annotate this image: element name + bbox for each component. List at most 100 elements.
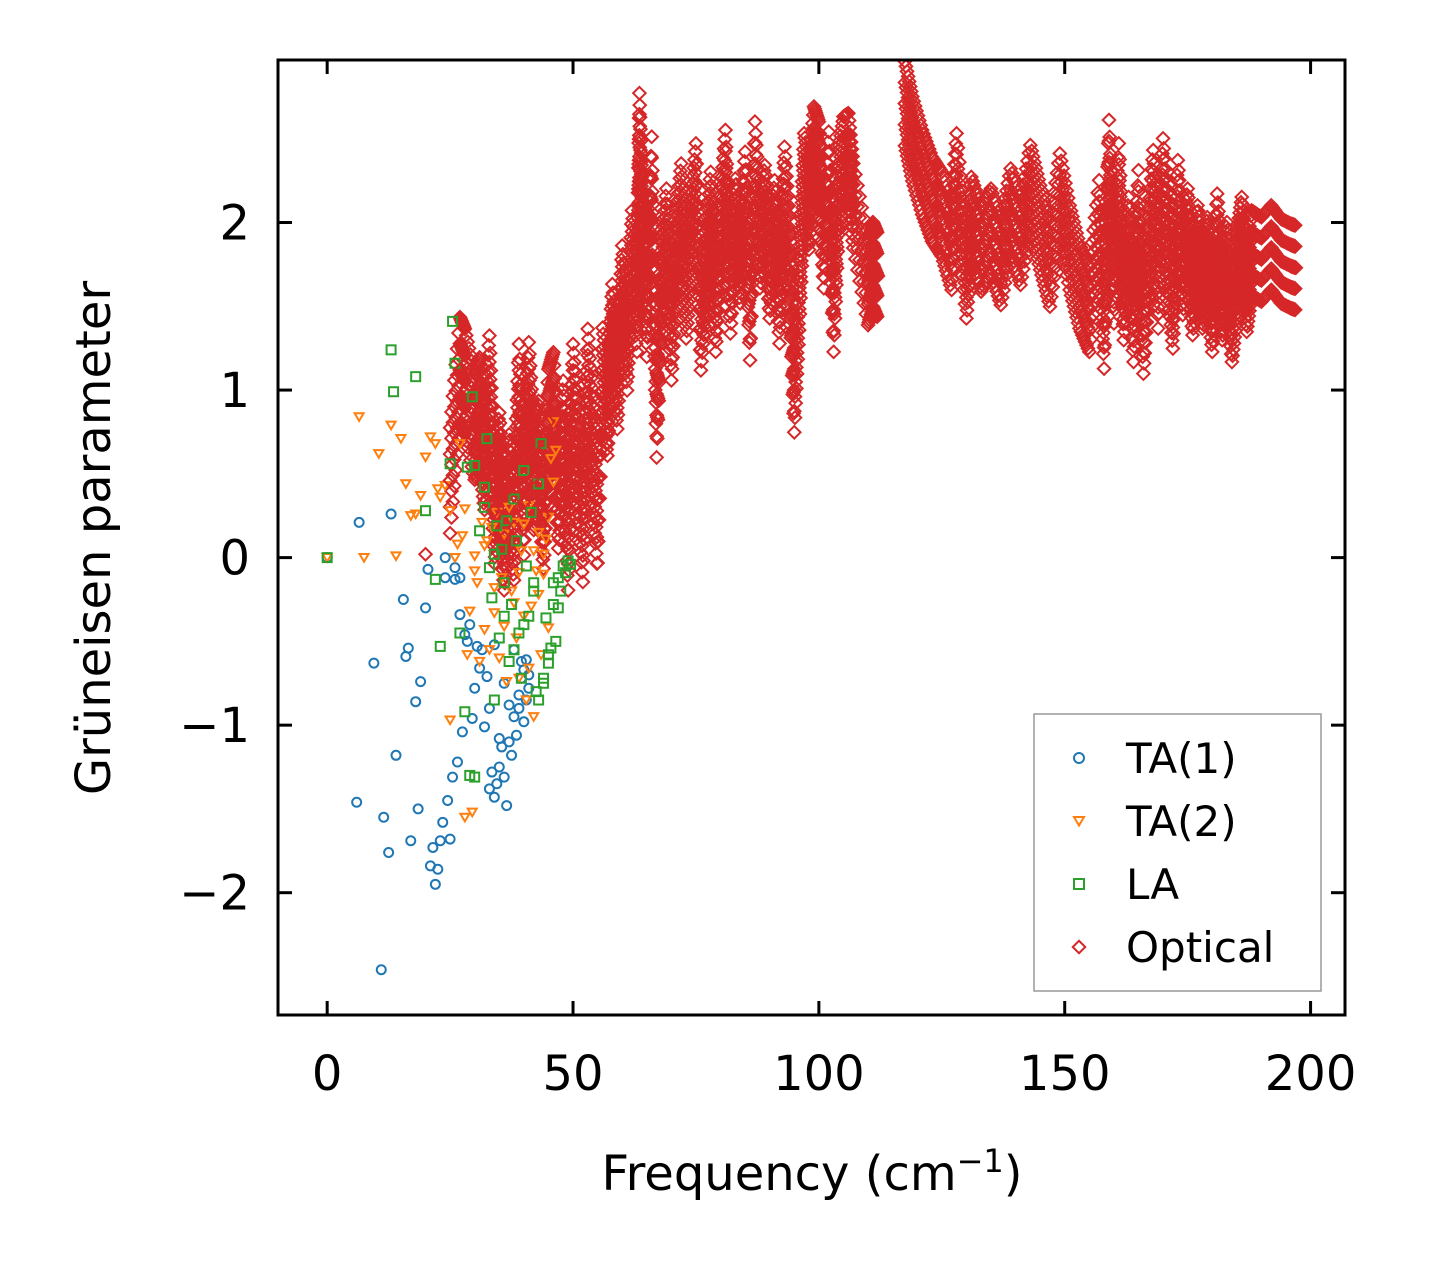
ta-1-point [422, 563, 434, 575]
ta-1-point [447, 771, 459, 783]
optical-band-point [681, 292, 698, 308]
optical-band-point [1156, 150, 1173, 167]
optical-band-point [960, 286, 977, 302]
optical-band-point [787, 410, 803, 426]
optical-band-point [649, 430, 665, 447]
optical-band-point [489, 424, 505, 440]
optical-band-point [943, 282, 960, 298]
ta-1-point [390, 749, 402, 761]
optical-band-point [679, 315, 696, 331]
optical-band-point [1137, 345, 1153, 361]
optical-band-point [1017, 253, 1033, 269]
optical-band-point [792, 290, 809, 306]
optical-band-point [829, 239, 845, 255]
optical-band-point [827, 310, 843, 327]
optical-band-point [650, 348, 666, 364]
optical-band-point [771, 335, 788, 352]
optical-band-point [994, 268, 1010, 285]
optical-band-point [1287, 238, 1303, 255]
optical-band-point [1014, 269, 1030, 285]
optical-band-point [869, 309, 885, 325]
optical-band-point [1042, 298, 1058, 315]
optical-band-point [599, 448, 616, 464]
optical-band-point [722, 325, 739, 342]
ta-1-point [464, 619, 476, 631]
optical-band-point [648, 386, 665, 402]
optical-band-point [914, 122, 930, 138]
optical-band-point [828, 256, 845, 272]
optical-band-point [580, 331, 597, 347]
optical-band-point [484, 397, 500, 414]
ta-1-point [451, 756, 463, 768]
optical-band-point [1170, 152, 1186, 168]
optical-band-point [844, 148, 861, 165]
data-points [320, 60, 1304, 976]
ta-1-point [444, 833, 456, 845]
ta-1-point [351, 796, 363, 808]
optical-band-point [1015, 240, 1031, 256]
optical-band-point [658, 188, 674, 204]
optical-band-point [841, 112, 857, 129]
optical-band-point [693, 362, 709, 378]
optical-band-point [651, 331, 668, 348]
optical-band-point [869, 287, 885, 304]
optical-band-point [1157, 160, 1173, 177]
ta-1-point [469, 682, 481, 694]
optical-band-point [1138, 324, 1154, 341]
optical-band-point [828, 234, 845, 251]
ta-1-point [486, 766, 498, 778]
optical-band-point [457, 321, 473, 337]
optical-band-point [1102, 129, 1118, 145]
optical-band-point [995, 282, 1012, 298]
optical-band-point [830, 243, 846, 259]
optical-band-point [1103, 163, 1119, 179]
optical-band-point [665, 338, 682, 354]
optical-band-point [994, 205, 1010, 221]
optical-band-point [672, 163, 689, 179]
optical-band-point [620, 369, 636, 385]
optical-band-point [918, 133, 935, 150]
optical-band-point [809, 109, 826, 126]
optical-band-point [781, 219, 797, 235]
ta-1-point [397, 593, 409, 605]
optical-band-point [588, 545, 604, 562]
optical-band-point [829, 218, 845, 234]
optical-band-point [1150, 299, 1166, 315]
optical-band-point [567, 363, 583, 379]
optical-band-point [609, 421, 625, 437]
optical-band-point [843, 134, 859, 150]
optical-band-point [1015, 261, 1031, 277]
optical-band-point [1204, 344, 1220, 360]
ta-1-point [383, 846, 395, 858]
optical-band-point [483, 362, 499, 379]
ta-1-point [442, 795, 454, 807]
optical-band-point [827, 247, 843, 263]
optical-band-point [1180, 189, 1197, 206]
ta-1-point [437, 816, 449, 828]
optical-band-point [917, 130, 933, 146]
optical-band-point [816, 280, 832, 296]
optical-band-point [1131, 179, 1147, 195]
optical-band-point [762, 310, 778, 327]
optical-band-point [1210, 203, 1227, 220]
optical-band-point [584, 380, 600, 396]
optical-band-point [708, 333, 724, 350]
optical-band-point [566, 354, 583, 370]
optical-band-point [552, 408, 569, 424]
optical-band-point [693, 353, 710, 370]
optical-band-point [1287, 217, 1303, 233]
optical-band-point [1139, 304, 1156, 320]
optical-band-point [1135, 365, 1152, 382]
optical-band-point [915, 126, 932, 142]
ta-1-point [488, 791, 500, 803]
optical-band-point [649, 388, 665, 404]
optical-band-point [645, 196, 661, 212]
optical-band-point [1012, 256, 1029, 272]
optical-band-point [1136, 355, 1152, 372]
optical-band-point [1209, 186, 1225, 202]
optical-band-point [778, 158, 794, 175]
optical-band-point [1126, 338, 1142, 355]
optical-band-point [703, 177, 720, 194]
optical-band-point [944, 271, 961, 288]
ta-1-point [454, 609, 466, 621]
